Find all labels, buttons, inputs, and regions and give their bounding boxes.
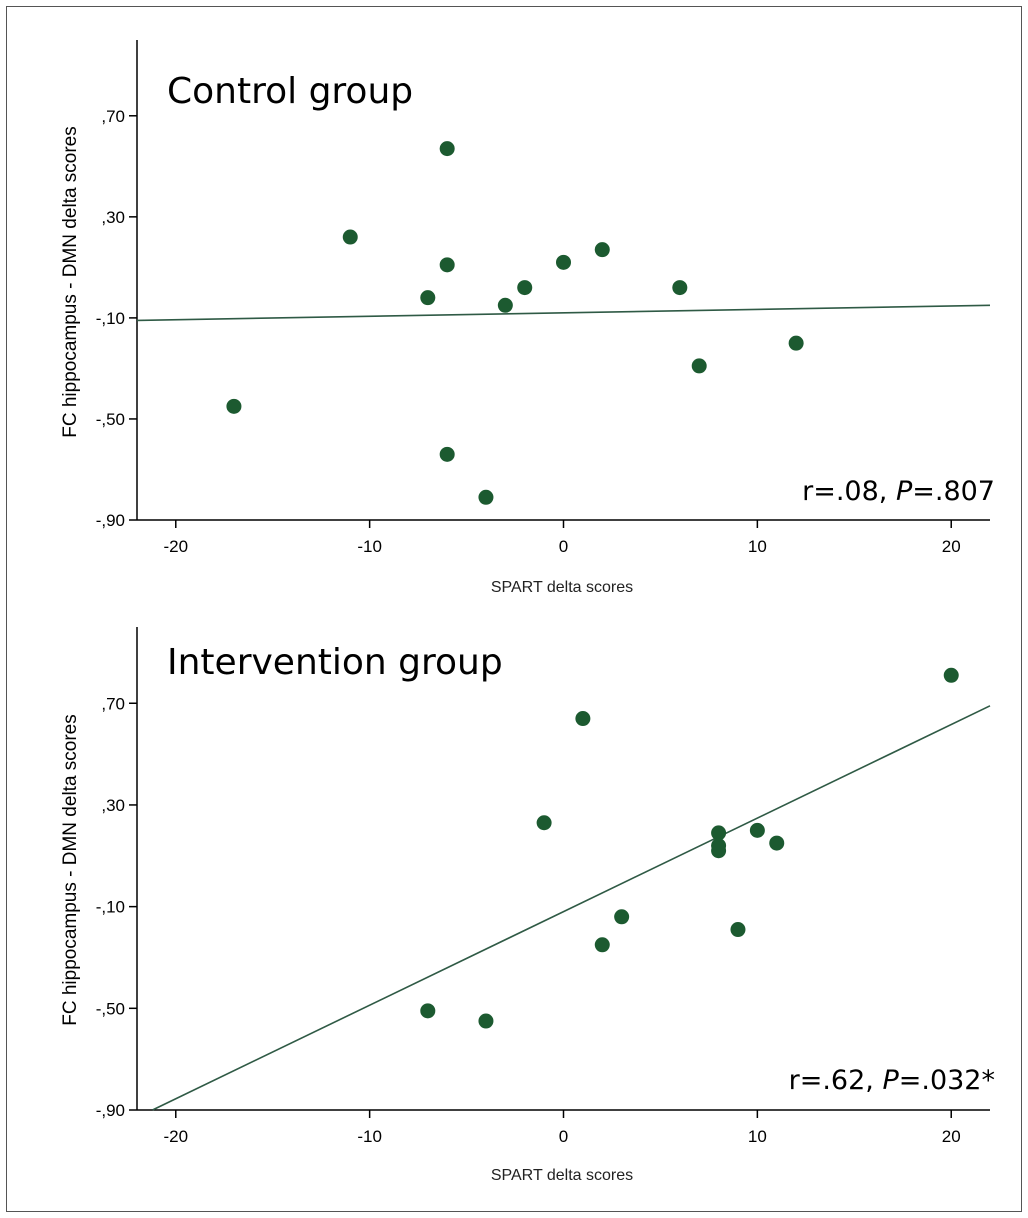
y-axis-label: FC hippocampus - DMN delta scores	[60, 126, 81, 438]
x-tick-label: 20	[942, 537, 961, 556]
data-point	[575, 711, 591, 727]
axes: -,90 -,50 -,10 ,30 ,70 -20 -10 0 10 20	[96, 627, 991, 1146]
data-point	[226, 398, 242, 414]
data-point	[342, 229, 358, 245]
y-tick-label: ,30	[101, 796, 125, 815]
y-tick-label: ,70	[101, 107, 125, 126]
x-tick-label: 20	[942, 1127, 961, 1146]
data-point	[730, 922, 746, 938]
data-point	[439, 141, 455, 157]
data-point	[614, 909, 630, 925]
x-tick-label: 0	[559, 1127, 568, 1146]
data-point	[672, 280, 688, 296]
data-point	[556, 254, 571, 270]
data-point	[788, 335, 804, 351]
x-tick-label: -20	[163, 537, 188, 556]
y-axis-label: FC hippocampus - DMN delta scores	[60, 714, 81, 1026]
data-point	[691, 358, 707, 374]
data-point	[594, 242, 610, 258]
data-point	[420, 1003, 436, 1019]
data-point	[711, 843, 727, 859]
x-tick-label: 0	[559, 537, 568, 556]
y-tick-label: -,50	[96, 999, 125, 1018]
y-tick-label: ,70	[101, 694, 125, 713]
x-tick-label: -10	[357, 537, 382, 556]
data-point	[711, 825, 727, 841]
data-point	[594, 937, 610, 953]
correlation-stat: r=.62, P=.032*	[789, 1065, 995, 1096]
x-tick-label: -10	[357, 1127, 382, 1146]
panel-title: Control group	[167, 71, 413, 112]
y-tick-label: ,30	[101, 208, 125, 227]
data-point	[517, 280, 533, 296]
x-axis-label: SPART delta scores	[491, 1167, 633, 1184]
data-point	[497, 297, 513, 313]
data-point	[478, 1013, 494, 1029]
regression-line	[136, 304, 991, 322]
x-tick-label: 10	[748, 1127, 767, 1146]
data-point	[943, 667, 959, 683]
data-point	[439, 446, 455, 462]
x-axis-label: SPART delta scores	[491, 579, 633, 596]
x-tick-label: 10	[748, 537, 767, 556]
y-tick-label: -,50	[96, 410, 125, 429]
axes: -,90 -,50 -,10 ,30 ,70 -20 -10 0 10 20	[96, 40, 991, 556]
data-point	[769, 835, 785, 851]
panel-title: Intervention group	[167, 642, 503, 683]
y-tick-label: -,10	[96, 898, 125, 917]
data-point	[478, 489, 494, 505]
figure-frame	[6, 6, 1022, 1212]
data-point	[439, 257, 455, 273]
intervention-group-panel: Intervention group FC hippocampus - DMN …	[60, 627, 995, 1184]
x-tick-label: -20	[163, 1127, 188, 1146]
data-point	[536, 815, 552, 831]
data-point	[749, 822, 765, 838]
data-point	[420, 290, 436, 306]
y-tick-label: -,10	[96, 309, 125, 328]
y-tick-label: -,90	[96, 511, 125, 530]
y-tick-label: -,90	[96, 1101, 125, 1120]
regression-line	[152, 705, 991, 1111]
correlation-stat: r=.08, P=.807	[802, 476, 995, 507]
control-group-panel: Control group FC hippocampus - DMN delta…	[60, 40, 995, 596]
